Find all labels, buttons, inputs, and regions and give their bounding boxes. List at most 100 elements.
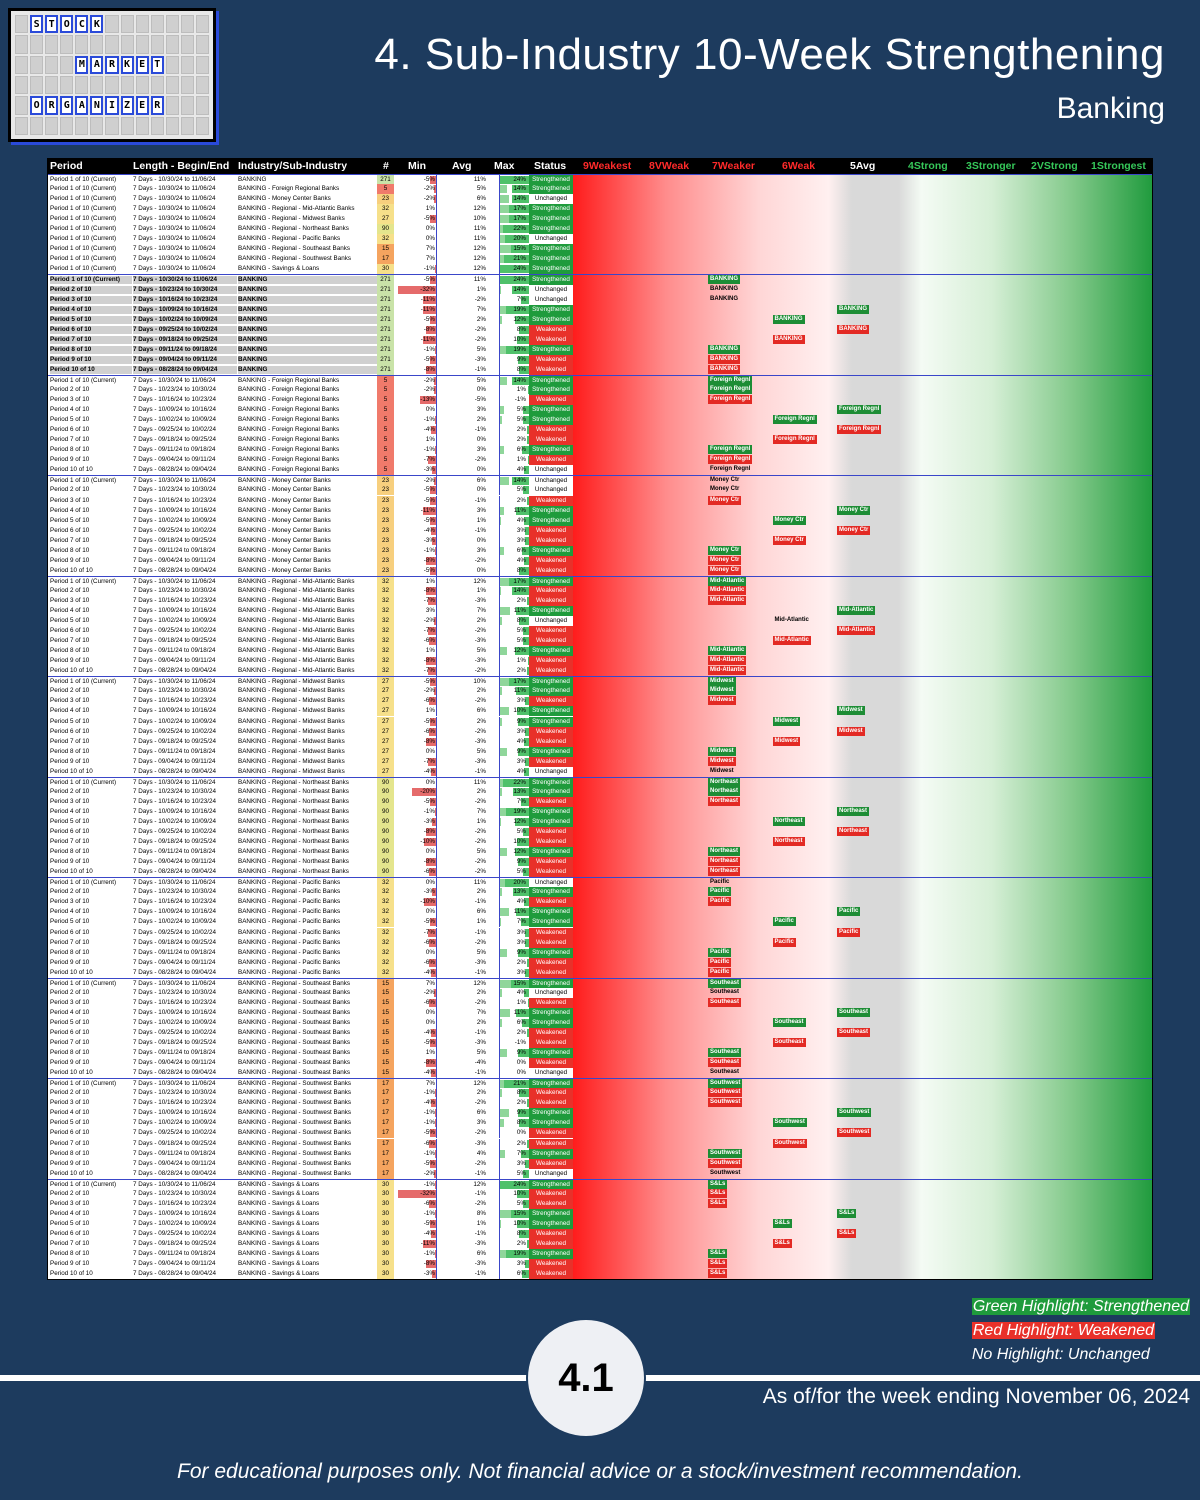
avg-bar <box>499 678 515 687</box>
count-cell: 17 <box>377 1098 394 1109</box>
status-badge: Strengthened <box>529 344 573 355</box>
max-bar <box>526 426 529 435</box>
min-axis <box>436 686 437 697</box>
length-cell: 7 Days - 10/30/24 to 11/06/24 <box>133 879 216 887</box>
count-cell: 32 <box>377 585 394 596</box>
count-cell: 90 <box>377 796 394 807</box>
avg-bar <box>499 888 503 897</box>
avg-axis <box>499 1017 500 1028</box>
max-cell: 10% <box>513 335 526 343</box>
max-cell: 8% <box>516 566 526 574</box>
max-cell: 12% <box>513 647 526 655</box>
industry-cell: BANKING - Regional - Mid-Atlantic Banks <box>238 627 355 635</box>
count-cell: 23 <box>377 495 394 506</box>
status-badge: Weakened <box>529 927 573 938</box>
col-industry: Industry/Sub-Industry <box>238 160 348 172</box>
min-bar <box>426 1059 436 1068</box>
table-row: Period 9 of 10 7 Days - 09/04/24 to 09/11… <box>48 857 1152 868</box>
max-cell: 0% <box>516 1059 526 1067</box>
min-cell: -2% <box>423 385 435 393</box>
min-cell: -5% <box>423 918 435 926</box>
min-cell: -4% <box>423 1028 435 1036</box>
length-cell: 7 Days - 10/16/24 to 10/23/24 <box>133 396 216 404</box>
period-cell: Period 7 of 10 <box>50 1239 90 1247</box>
max-cell: 17% <box>513 678 526 686</box>
min-cell: -4% <box>423 426 435 434</box>
status-badge: Strengthened <box>529 777 573 788</box>
min-axis <box>436 777 437 788</box>
max-cell: 5% <box>516 1169 526 1177</box>
min-axis <box>436 1269 437 1279</box>
min-bar <box>426 325 436 334</box>
avg-bar <box>499 787 503 796</box>
max-cell: 13% <box>513 787 526 795</box>
industry-cell: BANKING - Regional - Southwest Banks <box>238 255 352 263</box>
avg-cell: 6% <box>476 1109 486 1117</box>
legend-strengthened: Green Highlight: Strengthened <box>971 1298 1190 1315</box>
min-axis <box>436 867 437 878</box>
max-bar <box>505 235 529 244</box>
table-row: Period 1 of 10 (Current) 7 Days - 10/30/2… <box>48 1178 1152 1190</box>
strength-tag: Mid-Atlantic <box>708 595 747 605</box>
avg-axis <box>499 1068 500 1079</box>
industry-cell: BANKING - Regional - Midwest Banks <box>238 717 345 725</box>
avg-axis <box>499 796 500 807</box>
min-cell: -4% <box>423 767 435 775</box>
industry-cell: BANKING - Regional - Northeast Banks <box>238 828 349 836</box>
min-axis <box>436 726 437 737</box>
count-cell: 32 <box>377 897 394 908</box>
min-bar <box>420 396 436 405</box>
min-axis <box>436 576 437 587</box>
period-cell: Period 7 of 10 <box>50 1039 90 1047</box>
max-cell: 14% <box>513 185 526 193</box>
length-cell: 7 Days - 10/30/24 to 11/06/24 <box>133 979 216 987</box>
strength-tag: Northeast <box>772 837 805 847</box>
max-cell: 2% <box>516 436 526 444</box>
min-cell: -4% <box>423 968 435 976</box>
status-badge: Weakened <box>529 1038 573 1049</box>
max-cell: 20% <box>513 879 526 887</box>
min-bar <box>427 757 436 766</box>
avg-bar <box>499 1149 506 1158</box>
min-axis <box>436 375 437 386</box>
period-cell: Period 2 of 10 <box>50 787 90 795</box>
count-cell: 27 <box>377 686 394 697</box>
status-badge: Strengthened <box>529 1148 573 1159</box>
industry-cell: BANKING - Savings & Loans <box>238 1250 320 1258</box>
status-badge: Weakened <box>529 756 573 767</box>
industry-cell: BANKING - Regional - Northeast Banks <box>238 225 349 233</box>
min-bar <box>431 1069 436 1078</box>
strength-tag: Pacific <box>772 937 796 947</box>
min-cell: -8% <box>423 858 435 866</box>
avg-cell: -3% <box>474 1039 486 1047</box>
industry-cell: BANKING - Regional - Pacific Banks <box>238 898 341 906</box>
min-axis <box>436 987 437 998</box>
period-cell: Period 4 of 10 <box>50 406 90 414</box>
period-cell: Period 2 of 10 <box>50 385 90 393</box>
max-bar <box>526 496 529 505</box>
avg-cell: 7% <box>476 305 486 313</box>
count-cell: 30 <box>377 1218 394 1229</box>
min-axis <box>436 505 437 516</box>
length-cell: 7 Days - 10/30/24 to 11/06/24 <box>133 235 216 243</box>
period-cell: Period 4 of 10 <box>50 1008 90 1016</box>
avg-axis <box>499 334 500 345</box>
max-cell: 17% <box>513 205 526 213</box>
strength-tag: Northeast <box>837 806 870 816</box>
industry-cell: BANKING - Regional - Pacific Banks <box>238 235 341 243</box>
length-cell: 7 Days - 10/02/24 to 10/09/24 <box>133 918 216 926</box>
col-1strongest: 1Strongest <box>1091 160 1146 172</box>
min-cell: -32% <box>420 1189 435 1197</box>
length-cell: 7 Days - 10/30/24 to 11/06/24 <box>133 577 216 585</box>
min-bar <box>434 345 436 354</box>
count-cell: 30 <box>377 1238 394 1249</box>
period-cell: Period 1 of 10 (Current) <box>50 879 117 887</box>
min-cell: -2% <box>423 687 435 695</box>
industry-cell: BANKING - Regional - Southwest Banks <box>238 1099 352 1107</box>
period-cell: Period 7 of 10 <box>50 737 90 745</box>
min-cell: -3% <box>423 818 435 825</box>
count-cell: 30 <box>377 1259 394 1270</box>
max-cell: 6% <box>516 446 526 454</box>
avg-cell: -3% <box>474 1239 486 1247</box>
status-badge: Weakened <box>529 636 573 647</box>
